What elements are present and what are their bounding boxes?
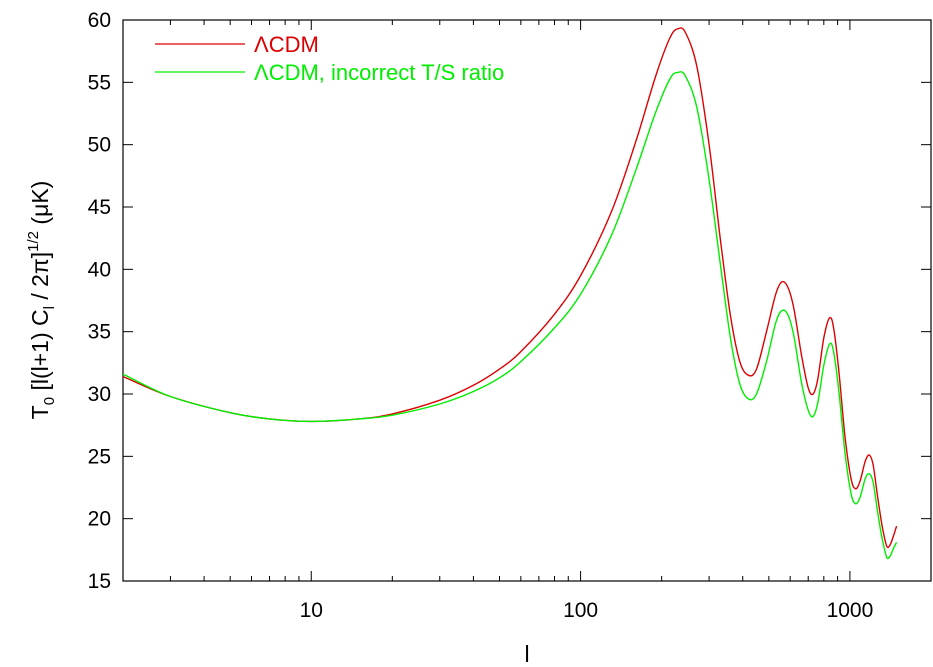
tick-labels: 15 20 25 30 35 40 45 50 55 60 10 100 1000 xyxy=(88,9,874,622)
y-title-part: [l(l+1) C xyxy=(27,309,53,397)
ticks xyxy=(123,19,932,582)
x-tick-label: 1000 xyxy=(827,599,874,622)
y-title-part: T xyxy=(27,405,53,419)
series-line-0 xyxy=(122,27,898,549)
x-tick-label: 100 xyxy=(563,599,598,622)
y-title-sub1: l xyxy=(41,306,58,309)
y-tick-label: 50 xyxy=(88,134,111,157)
x-axis-title: l xyxy=(524,641,529,667)
legend-label-lcdm-incorrect-ts: ΛCDM, incorrect T/S ratio xyxy=(254,60,504,85)
y-tick-label: 20 xyxy=(88,508,111,531)
y-tick-label: 55 xyxy=(88,71,111,94)
y-tick-label: 60 xyxy=(88,9,111,32)
y-tick-label: 30 xyxy=(88,383,111,406)
legend-label-lcdm: ΛCDM xyxy=(254,32,319,57)
y-axis-title: T0 [l(l+1) Cl / 2π]1/2 (μK) xyxy=(25,181,58,420)
x-tick-label: 10 xyxy=(300,599,323,622)
series-lines xyxy=(122,27,898,560)
y-tick-label: 35 xyxy=(88,321,111,344)
legend: ΛCDM ΛCDM, incorrect T/S ratio xyxy=(155,32,504,85)
y-tick-label: 45 xyxy=(88,196,111,219)
y-tick-label: 15 xyxy=(88,570,111,593)
y-tick-label: 25 xyxy=(88,445,111,468)
y-title-sup: 1/2 xyxy=(25,231,42,252)
y-tick-label: 40 xyxy=(88,258,111,281)
series-line-1 xyxy=(122,71,898,560)
y-title-part: (μK) xyxy=(27,181,53,231)
y-title-sub0: 0 xyxy=(41,397,58,405)
y-title-part: / 2π] xyxy=(27,252,53,306)
plot-frame xyxy=(122,19,932,582)
